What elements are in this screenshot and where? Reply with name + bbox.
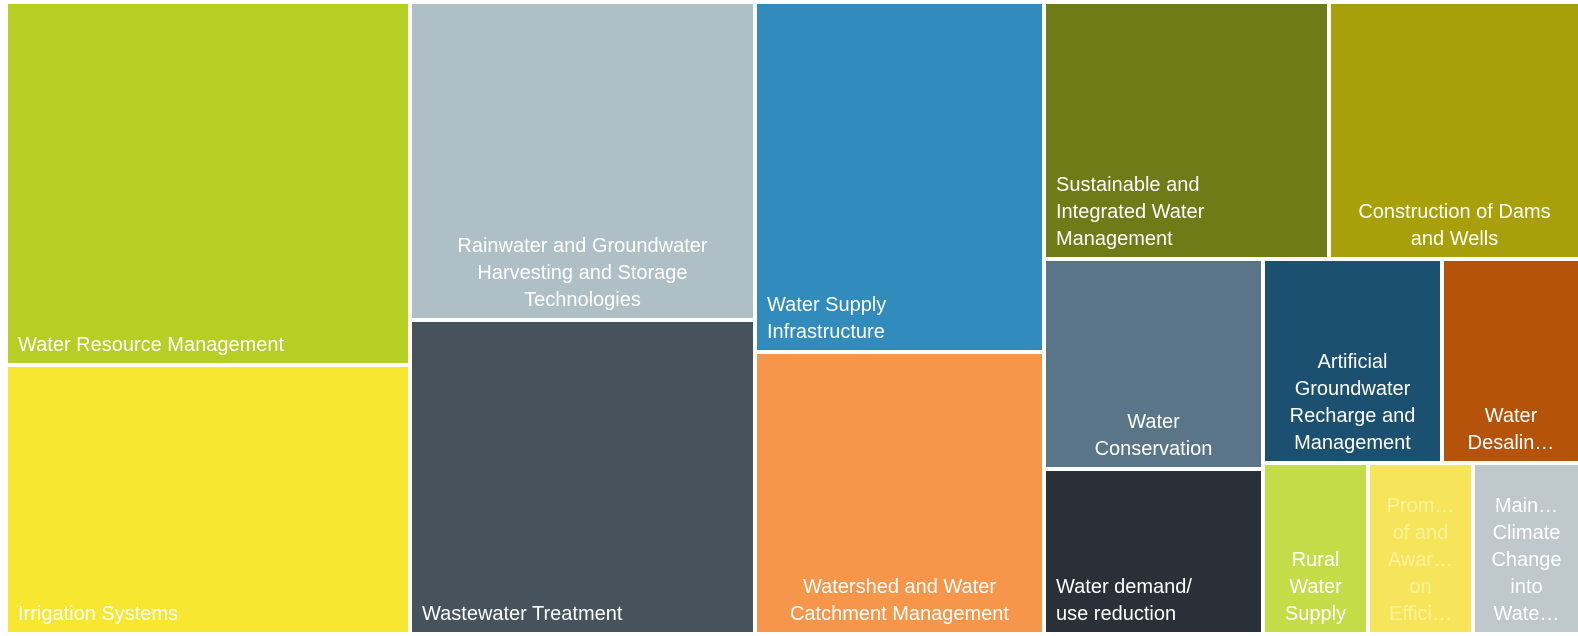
tile[interactable]: Prom… of and Awar… on Effici… bbox=[1370, 465, 1471, 632]
tile[interactable]: Water Resource Management bbox=[8, 4, 408, 363]
tile-label: Water bbox=[1484, 405, 1538, 427]
tile[interactable]: Water demand/use reduction bbox=[1046, 471, 1261, 632]
tile[interactable]: Rural Water Supply bbox=[1265, 465, 1366, 632]
tile[interactable]: Main… Climate Change into Wate… bbox=[1475, 465, 1578, 632]
tile-label: Integrated Water bbox=[1056, 201, 1205, 223]
tile-label: Prom… bbox=[1386, 495, 1455, 517]
tile[interactable]: Wastewater Treatment bbox=[412, 322, 753, 632]
tile-label: Water Supply bbox=[767, 294, 887, 316]
tile-label: Management bbox=[1056, 228, 1173, 250]
tile-label: Infrastructure bbox=[767, 321, 885, 343]
tile-label: Effici… bbox=[1389, 603, 1452, 625]
tile[interactable]: Watershed and Water Catchment Management bbox=[757, 354, 1042, 632]
tile-label: Water bbox=[1127, 411, 1180, 433]
tile-label: Wate… bbox=[1493, 603, 1560, 625]
tile-label: Main… bbox=[1494, 495, 1559, 517]
tile-label: Technologies bbox=[524, 289, 641, 311]
tile-label: Irrigation Systems bbox=[18, 603, 179, 625]
tile-label: Construction of Dams bbox=[1358, 201, 1551, 223]
tile-label: of and bbox=[1392, 522, 1449, 544]
tile-label: Supply bbox=[1284, 603, 1347, 625]
tile-label: Watershed and Water bbox=[802, 576, 997, 598]
tile-label: Sustainable and bbox=[1056, 174, 1200, 196]
tile-label: Recharge and bbox=[1289, 405, 1416, 427]
tile[interactable]: Artificial Groundwater Recharge and Managem… bbox=[1265, 261, 1440, 461]
tile-label: Awar… bbox=[1387, 549, 1454, 571]
tile-label: Water demand/ bbox=[1056, 576, 1192, 598]
tile-label: Water Resource Management bbox=[18, 334, 285, 356]
tile-label: Climate bbox=[1492, 522, 1561, 544]
tile[interactable]: Construction of Dams and Wells bbox=[1331, 4, 1578, 257]
tile-label: Water bbox=[1289, 576, 1342, 598]
tile-label: on bbox=[1409, 576, 1432, 598]
tile[interactable]: Irrigation Systems bbox=[8, 367, 408, 632]
tile-label: Rainwater and Groundwater bbox=[457, 235, 708, 257]
tile-label: Artificial bbox=[1317, 351, 1388, 373]
tile-label: Rural bbox=[1291, 549, 1340, 571]
tile[interactable]: Rainwater and Groundwater Harvesting and … bbox=[412, 4, 753, 318]
tile[interactable]: Water Conservation bbox=[1046, 261, 1261, 467]
tile[interactable]: Sustainable and Integrated Water Managemen… bbox=[1046, 4, 1327, 257]
tile-label: Wastewater Treatment bbox=[422, 603, 623, 625]
tile-label: Catchment Management bbox=[789, 603, 1009, 625]
tile-label: and Wells bbox=[1410, 228, 1499, 250]
tile-label: Conservation bbox=[1094, 438, 1213, 460]
tile-label: use reduction bbox=[1056, 603, 1177, 625]
tile-label: Management bbox=[1294, 432, 1411, 454]
tile-label: Change bbox=[1491, 549, 1562, 571]
tile-label: Desalin… bbox=[1467, 432, 1555, 454]
tile[interactable]: Water Supply Infrastructure bbox=[757, 4, 1042, 350]
tile-label: Groundwater bbox=[1294, 378, 1411, 400]
tile[interactable]: Water Desalin… bbox=[1444, 261, 1578, 461]
tile-label: Harvesting and Storage bbox=[477, 262, 688, 284]
tile-label: into bbox=[1510, 576, 1543, 598]
